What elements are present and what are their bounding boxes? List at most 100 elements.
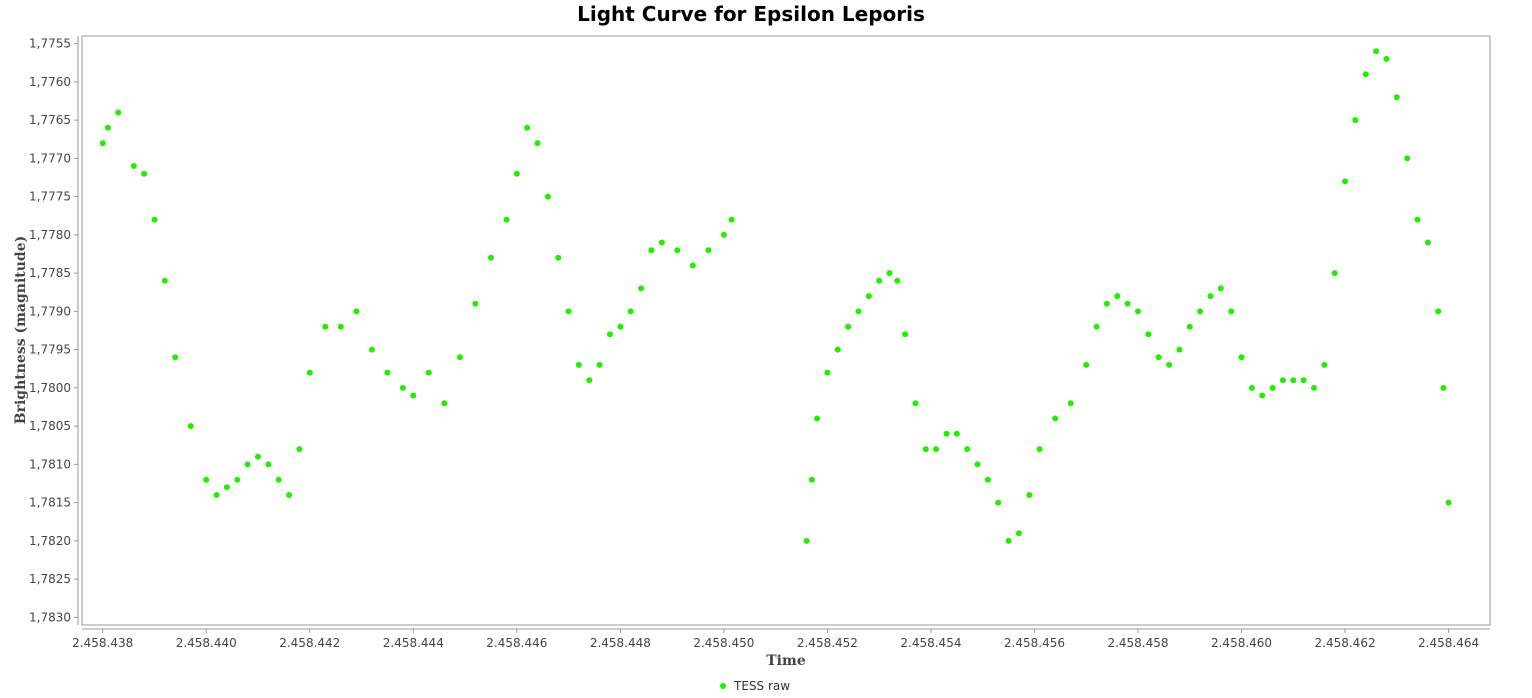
x-tick-label: 2.458.448 <box>590 636 651 650</box>
data-point <box>575 361 582 368</box>
data-point <box>1145 331 1152 338</box>
y-tick-label: 1,7765 <box>29 113 71 127</box>
data-point <box>487 254 494 261</box>
x-tick-label: 2.458.438 <box>72 636 133 650</box>
tess-raw-series <box>99 48 1452 544</box>
data-point <box>322 323 329 330</box>
data-point <box>368 346 375 353</box>
data-point <box>855 308 862 315</box>
data-point <box>555 254 562 261</box>
x-tick-label: 2.458.440 <box>176 636 237 650</box>
data-point <box>534 140 541 147</box>
data-point <box>1269 384 1276 391</box>
data-point <box>1300 377 1307 384</box>
data-point <box>1435 308 1442 315</box>
data-point <box>1362 71 1369 78</box>
data-point <box>441 400 448 407</box>
x-tick-label: 2.458.444 <box>383 636 444 650</box>
data-point <box>814 415 821 422</box>
data-point <box>627 308 634 315</box>
data-point <box>1352 117 1359 124</box>
x-tick-label: 2.458.460 <box>1211 636 1272 650</box>
data-point <box>203 476 210 483</box>
data-point <box>648 247 655 254</box>
data-point <box>953 430 960 437</box>
legend-marker <box>720 683 726 689</box>
data-point <box>586 377 593 384</box>
y-tick-label: 1,7755 <box>29 37 71 51</box>
data-point <box>617 323 624 330</box>
data-point <box>1083 361 1090 368</box>
x-tick-label: 2.458.450 <box>693 636 754 650</box>
data-point <box>984 476 991 483</box>
data-point <box>1248 384 1255 391</box>
data-point <box>1155 354 1162 361</box>
data-point <box>1015 530 1022 537</box>
data-point <box>845 323 852 330</box>
data-point <box>399 384 406 391</box>
x-axis-label: Time <box>766 653 806 669</box>
data-point <box>234 476 241 483</box>
data-point <box>151 216 158 223</box>
data-point <box>213 492 220 498</box>
data-point <box>824 369 831 376</box>
data-point <box>1103 300 1110 307</box>
data-point <box>1217 285 1224 292</box>
data-point <box>596 361 603 368</box>
data-point <box>1393 94 1400 101</box>
data-point <box>995 499 1002 506</box>
data-point <box>187 423 194 430</box>
data-point <box>1135 308 1141 315</box>
x-tick-label: 2.458.462 <box>1315 636 1376 650</box>
legend-label: TESS raw <box>733 679 790 693</box>
data-point <box>674 247 681 254</box>
data-point <box>1166 361 1173 368</box>
data-point <box>720 231 727 238</box>
x-tick-label: 2.458.442 <box>279 636 340 650</box>
data-point <box>130 163 137 169</box>
data-point <box>1424 239 1431 246</box>
data-point <box>964 446 971 453</box>
y-axis-ticks: 1,7755 1,7760 1,7765 1,7770 1,7775 1,7780 1,77… <box>29 37 78 624</box>
data-point <box>255 453 261 460</box>
y-axis-label: Brightness (magnitude) <box>13 236 29 424</box>
x-axis-ticks: 2.458.438 2.458.440 2.458.442 2.458.444 2.45… <box>72 629 1479 650</box>
data-point <box>1197 308 1204 315</box>
data-point <box>1114 293 1121 300</box>
data-point <box>456 354 463 361</box>
data-point <box>933 446 940 453</box>
data-point <box>472 300 479 307</box>
data-point <box>296 446 303 453</box>
data-point <box>1404 155 1411 162</box>
y-tick-label: 1,7810 <box>29 457 71 471</box>
data-point <box>1093 323 1100 330</box>
y-tick-label: 1,7770 <box>29 151 71 165</box>
data-point <box>410 392 417 399</box>
x-tick-label: 2.458.452 <box>797 636 858 650</box>
data-point <box>689 262 696 269</box>
data-point <box>1026 492 1033 498</box>
data-point <box>425 369 432 376</box>
data-point <box>808 476 815 483</box>
data-point <box>1005 537 1012 544</box>
data-point <box>922 446 929 453</box>
data-point <box>1383 55 1390 62</box>
data-point <box>834 346 841 353</box>
data-point <box>1259 392 1266 399</box>
y-tick-label: 1,7780 <box>29 228 71 242</box>
data-point <box>172 354 179 361</box>
y-tick-label: 1,7820 <box>29 534 71 548</box>
y-tick-label: 1,7815 <box>29 496 71 510</box>
y-tick-label: 1,7790 <box>29 304 71 318</box>
data-point <box>803 537 810 544</box>
x-tick-label: 2.458.456 <box>1004 636 1065 650</box>
plot-area <box>81 35 1491 626</box>
data-point <box>1290 377 1297 384</box>
data-point <box>943 430 950 437</box>
data-point <box>503 216 510 223</box>
data-point <box>1186 323 1193 330</box>
data-point <box>1342 178 1349 185</box>
data-point <box>161 277 168 284</box>
data-point <box>1238 354 1245 361</box>
y-tick-label: 1,7785 <box>29 266 71 280</box>
